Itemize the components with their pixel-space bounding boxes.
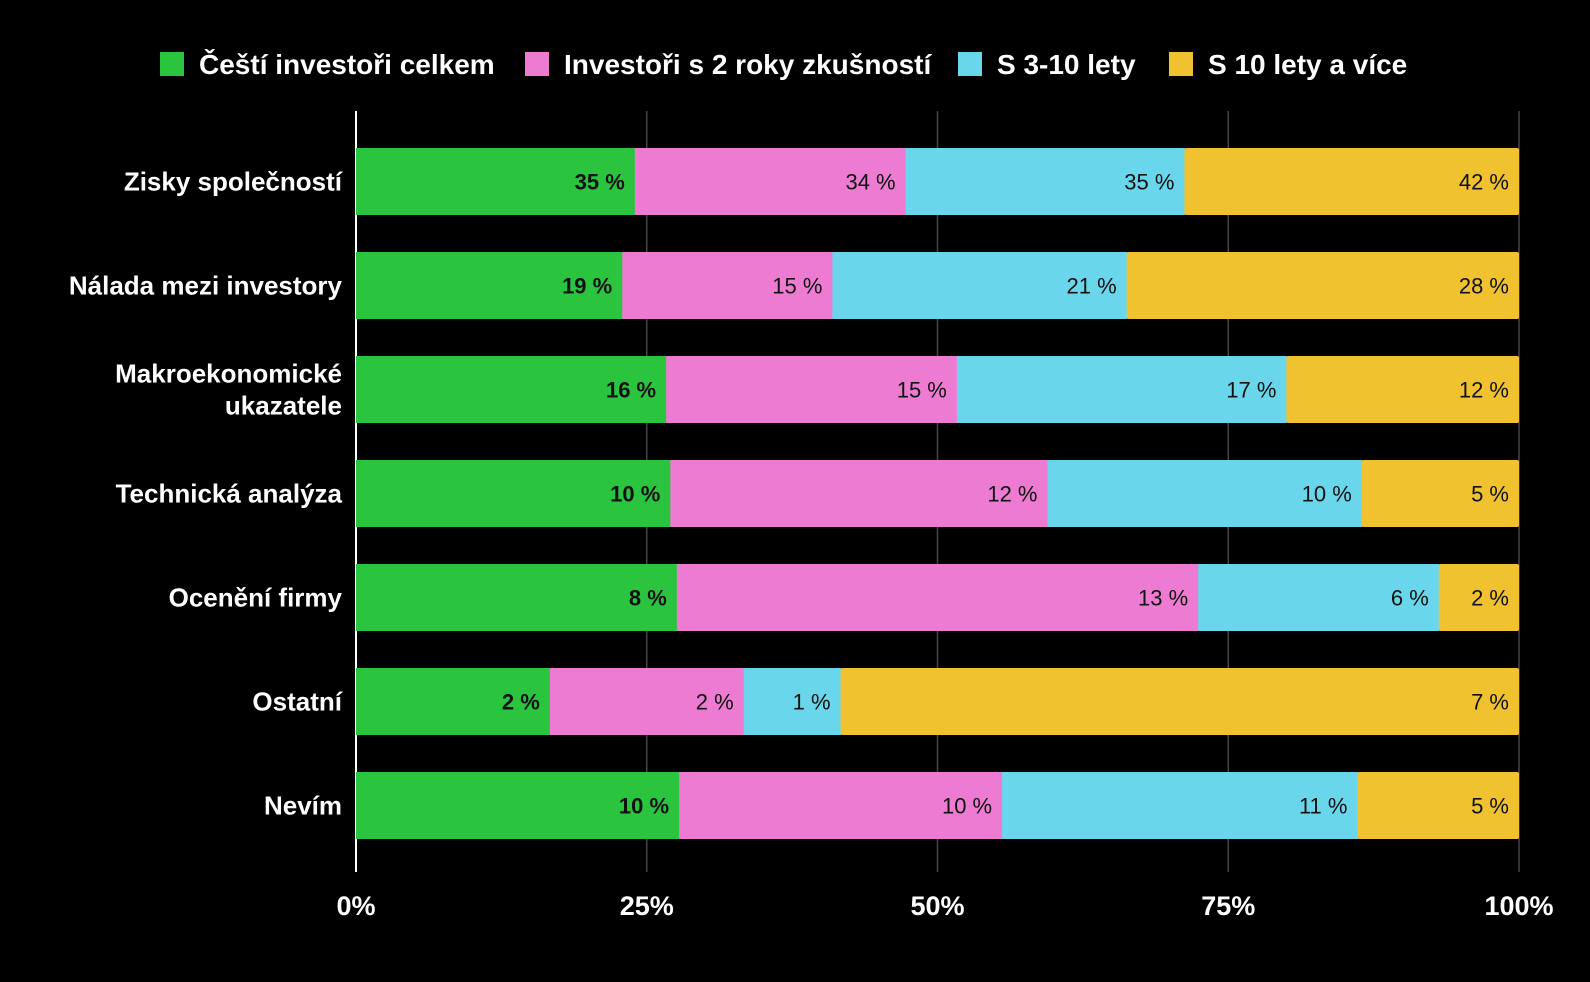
bar-row-ostatni: 2 % 2 % 1 % 7 %: [356, 668, 1519, 735]
bar-segment-1: [356, 564, 678, 631]
category-labels: Zisky společností Nálada mezi investory Ma…: [69, 167, 343, 821]
data-label: 19 %: [562, 274, 612, 299]
data-label: 42 %: [1459, 170, 1509, 195]
data-label: 13 %: [1138, 586, 1188, 611]
x-axis-ticks: 0% 25% 50% 75% 100%: [336, 891, 1553, 921]
bar-segment-4: [840, 668, 1519, 735]
bar-segment-2: [679, 772, 1003, 839]
data-label: 35 %: [1124, 170, 1174, 195]
category-label: Nálada mezi investory: [69, 271, 343, 301]
data-label: 10 %: [942, 794, 992, 819]
legend-swatch: [1169, 52, 1193, 76]
legend: Čeští investoři celkem Investoři s 2 roky…: [160, 48, 1407, 80]
data-label: 8 %: [629, 586, 667, 611]
bar-segment-3: [1047, 460, 1363, 527]
bar-segment-4: [1357, 772, 1519, 839]
legend-label: S 3-10 lety: [997, 49, 1136, 80]
bar-segment-4: [1126, 252, 1519, 319]
x-tick-label: 50%: [910, 891, 964, 921]
data-label: 10 %: [610, 482, 660, 507]
category-label: Nevím: [264, 791, 342, 821]
data-label: 35 %: [575, 170, 625, 195]
x-tick-label: 0%: [336, 891, 375, 921]
bar-segment-3: [1002, 772, 1358, 839]
category-label: Technická analýza: [116, 479, 343, 509]
bar-segment-4: [1361, 460, 1519, 527]
legend-swatch: [958, 52, 982, 76]
data-label: 5 %: [1471, 482, 1509, 507]
data-label: 28 %: [1459, 274, 1509, 299]
bar-segment-1: [356, 252, 623, 319]
bar-segment-2: [622, 252, 833, 319]
bar-segment-1: [356, 460, 671, 527]
data-label: 2 %: [502, 690, 540, 715]
bar-segment-3: [905, 148, 1185, 215]
legend-label: Investoři s 2 roky zkušností: [564, 49, 932, 80]
legend-item-3: S 3-10 lety: [958, 49, 1136, 80]
bar-segment-4: [1184, 148, 1519, 215]
bar-row-technicka-analyza: 10 % 12 % 10 % 5 %: [356, 460, 1519, 527]
data-label: 5 %: [1471, 794, 1509, 819]
category-label: Makroekonomické ukazatele: [115, 359, 342, 421]
bar-segment-2: [676, 564, 1199, 631]
x-tick-label: 100%: [1484, 891, 1553, 921]
bar-segment-4: [1286, 356, 1519, 423]
bar-row-zisky-spolecnosti: 35 % 34 % 35 % 42 %: [356, 148, 1519, 215]
data-label: 12 %: [987, 482, 1037, 507]
data-label: 1 %: [793, 690, 831, 715]
bar-segment-4: [1438, 564, 1519, 631]
data-label: 34 %: [845, 170, 895, 195]
bar-segment-1: [356, 668, 551, 735]
data-label: 16 %: [606, 378, 656, 403]
bar-segment-2: [670, 460, 1049, 527]
bar-segment-3: [832, 252, 1128, 319]
bar-segment-2: [549, 668, 745, 735]
bar-row-nalada-mezi-investory: 19 % 15 % 21 % 28 %: [356, 252, 1519, 319]
data-label: 10 %: [1302, 482, 1352, 507]
data-label: 21 %: [1067, 274, 1117, 299]
category-label: Ocenění firmy: [169, 583, 343, 613]
bar-segment-3: [1198, 564, 1440, 631]
category-label: Ostatní: [252, 687, 342, 717]
bars: 35 % 34 % 35 % 42 % 19 % 15 % 21 % 28 % 16 % 15 %…: [356, 148, 1519, 839]
data-label: 15 %: [772, 274, 822, 299]
legend-label: S 10 lety a více: [1208, 49, 1407, 80]
bar-segment-3: [743, 668, 842, 735]
bar-row-nevim: 10 % 10 % 11 % 5 %: [356, 772, 1519, 839]
data-label: 7 %: [1471, 690, 1509, 715]
data-label: 6 %: [1391, 586, 1429, 611]
legend-item-1: Čeští investoři celkem: [160, 48, 495, 80]
bar-segment-1: [356, 356, 667, 423]
data-label: 17 %: [1226, 378, 1276, 403]
data-label: 12 %: [1459, 378, 1509, 403]
data-label: 15 %: [897, 378, 947, 403]
data-label: 2 %: [1471, 586, 1509, 611]
data-label: 11 %: [1299, 794, 1348, 819]
data-label: 10 %: [619, 794, 669, 819]
legend-item-4: S 10 lety a více: [1169, 49, 1407, 80]
bar-row-makroekonomicke-ukazatele: 16 % 15 % 17 % 12 %: [356, 356, 1519, 423]
x-tick-label: 25%: [620, 891, 674, 921]
bar-segment-2: [634, 148, 907, 215]
data-label: 2 %: [696, 690, 734, 715]
legend-swatch: [525, 52, 549, 76]
bar-segment-3: [956, 356, 1287, 423]
legend-label: Čeští investoři celkem: [199, 48, 495, 80]
legend-item-2: Investoři s 2 roky zkušností: [525, 49, 932, 80]
legend-swatch: [160, 52, 184, 76]
bar-segment-1: [356, 148, 636, 215]
bar-segment-1: [356, 772, 680, 839]
bar-segment-2: [666, 356, 958, 423]
x-tick-label: 75%: [1201, 891, 1255, 921]
category-label: Zisky společností: [124, 167, 343, 197]
bar-row-oceneni-firmy: 8 % 13 % 6 % 2 %: [356, 564, 1519, 631]
